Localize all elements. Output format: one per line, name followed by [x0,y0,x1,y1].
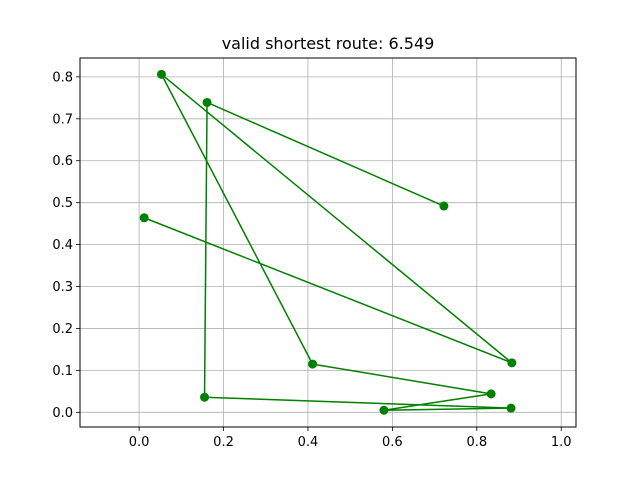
data-point [486,389,496,399]
x-tick-label: 0.2 [213,435,234,450]
x-tick-label: 1.0 [551,435,572,450]
y-tick-label: 0.4 [52,238,73,253]
chart-title: valid shortest route: 6.549 [222,34,435,53]
data-point [507,358,517,368]
data-point [156,69,166,79]
y-tick-label: 0.3 [52,280,73,295]
data-point [379,405,389,415]
y-tick-label: 0.1 [52,364,73,379]
x-tick-label: 0.0 [129,435,150,450]
y-axis-ticks: 0.0 0.1 0.2 0.3 0.4 0.5 0.6 0.7 0.8 [52,70,80,421]
data-point [139,213,149,223]
x-tick-label: 0.6 [382,435,403,450]
data-point [202,97,212,107]
x-tick-label: 0.8 [466,435,487,450]
plot-frame [79,57,577,428]
y-tick-label: 0.5 [52,196,73,211]
x-tick-label: 0.4 [298,435,319,450]
y-tick-label: 0.2 [52,322,73,337]
data-point [439,201,449,211]
series-line [143,73,513,411]
y-tick-label: 0.6 [52,154,73,169]
grid [80,58,576,427]
x-axis-ticks: 0.0 0.2 0.4 0.6 0.8 1.0 [129,427,572,450]
data-point [506,403,516,413]
route-points [139,69,517,415]
data-point [200,392,210,402]
route-line [143,73,513,411]
y-tick-label: 0.7 [52,112,73,127]
data-point [308,359,318,369]
y-tick-label: 0.8 [52,70,73,85]
y-tick-label: 0.0 [52,406,73,421]
